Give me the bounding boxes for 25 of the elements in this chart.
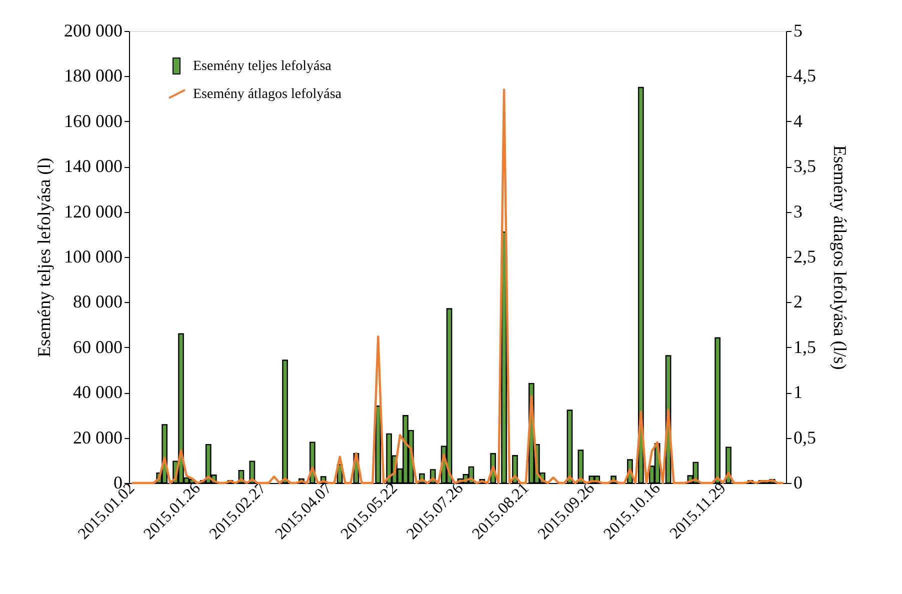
y-tick-label: 160 000 <box>64 110 122 131</box>
y-axis-title: Esemény teljes lefolyása (l) <box>34 158 54 358</box>
y2-tick-label: 5 <box>794 20 802 40</box>
y-tick-label: 100 000 <box>64 246 122 266</box>
y2-tick-label: 0,5 <box>794 427 816 448</box>
y2-tick-label: 3,5 <box>794 156 816 176</box>
y-tick-label: 200 000 <box>64 20 122 40</box>
y-tick-label: 180 000 <box>64 66 122 86</box>
y-tick-label: 40 000 <box>73 382 122 402</box>
y-tick-label: 80 000 <box>73 292 122 312</box>
y-tick-label: 120 000 <box>64 201 122 222</box>
legend-label: Esemény átlagos lefolyása <box>193 87 342 102</box>
y2-tick-label: 2,5 <box>794 246 816 266</box>
y2-tick-label: 1,5 <box>794 336 816 357</box>
y-tick-label: 20 000 <box>73 427 122 448</box>
y2-tick-label: 2 <box>794 292 802 312</box>
y2-tick-label: 1 <box>794 382 802 402</box>
legend-label: Esemény teljes lefolyása <box>193 59 332 74</box>
y-tick-label: 60 000 <box>73 336 122 357</box>
y2-tick-label: 3 <box>794 201 802 222</box>
y2-tick-label: 4,5 <box>794 66 816 86</box>
y2-tick-label: 0 <box>794 472 802 492</box>
y-tick-label: 140 000 <box>64 156 122 176</box>
y2-axis-title: Esemény átlagos lefolyása (l/s) <box>830 145 850 370</box>
y2-tick-label: 4 <box>794 110 802 131</box>
